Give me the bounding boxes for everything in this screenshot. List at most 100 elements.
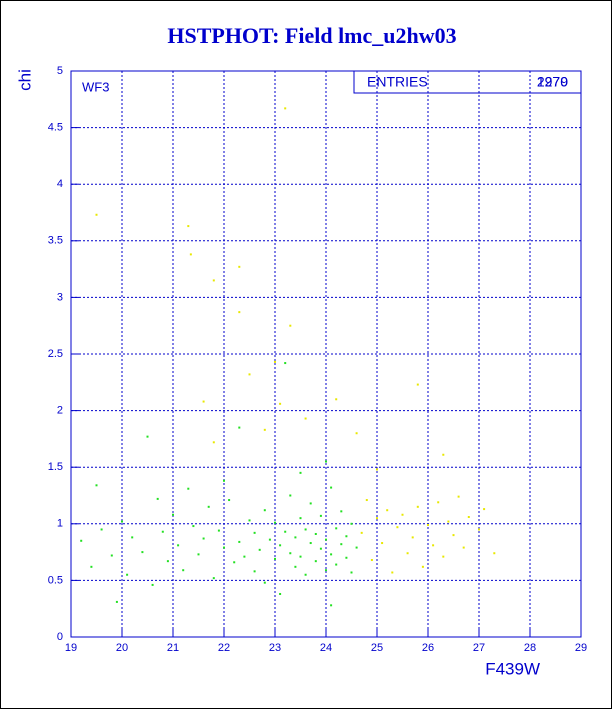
point: [187, 225, 190, 228]
point: [345, 556, 348, 559]
point: [483, 508, 486, 511]
point: [478, 528, 480, 531]
point: [192, 525, 195, 528]
point: [442, 555, 445, 558]
point: [340, 510, 343, 513]
point: [172, 513, 174, 516]
x-tick-label: 24: [320, 642, 332, 654]
point: [202, 400, 205, 403]
point: [279, 402, 282, 405]
point: [223, 479, 225, 482]
point: [370, 559, 373, 562]
point: [95, 484, 98, 487]
point: [299, 555, 302, 558]
x-tick-label: 25: [371, 642, 383, 654]
point: [212, 279, 215, 282]
y-tick-label: 4: [57, 178, 63, 190]
y-tick-label: 1.5: [48, 461, 63, 473]
point: [189, 253, 192, 256]
point: [161, 530, 164, 533]
point: [233, 561, 236, 564]
point: [279, 544, 282, 547]
point: [416, 383, 419, 386]
point: [263, 428, 266, 431]
point: [421, 565, 424, 568]
point: [212, 577, 215, 580]
point: [141, 551, 144, 554]
point: [467, 516, 470, 519]
point: [289, 552, 292, 555]
stats-label: ENTRIES: [367, 74, 428, 90]
point: [299, 517, 302, 520]
point: [126, 573, 129, 576]
x-tick-label: 20: [116, 642, 128, 654]
point: [212, 441, 215, 444]
point: [330, 553, 333, 556]
point: [121, 520, 123, 523]
point: [376, 468, 378, 471]
point: [355, 546, 358, 549]
point: [416, 505, 419, 508]
point: [442, 453, 445, 456]
plot-frame: [70, 70, 582, 638]
plot-area: 0 0.5 1 1.5 2 2.5 3 3.5 4 4.5 5 19 20 21 22 23 24 25 26 27 2…: [48, 65, 587, 654]
point: [115, 600, 118, 603]
point: [182, 569, 185, 572]
point: [325, 538, 327, 541]
y-tick-label: 2.5: [48, 348, 63, 360]
point: [345, 535, 348, 538]
point: [304, 528, 307, 531]
point: [177, 544, 180, 547]
point: [274, 521, 276, 524]
point: [274, 557, 276, 560]
point: [289, 494, 292, 497]
point: [391, 571, 394, 574]
y-tick-label: 3.5: [48, 235, 63, 247]
point: [365, 499, 368, 502]
point: [447, 520, 450, 523]
point: [325, 569, 327, 572]
point: [263, 509, 266, 512]
y-tick-label: 1: [57, 518, 63, 530]
point: [350, 522, 353, 525]
point: [284, 107, 287, 110]
point: [197, 553, 200, 556]
x-axis-label: F439W: [485, 659, 540, 678]
point: [258, 548, 261, 551]
point: [131, 536, 134, 539]
point: [350, 571, 353, 574]
y-tick-label: 5: [57, 65, 63, 77]
point: [110, 554, 113, 557]
point: [396, 526, 399, 529]
point: [314, 532, 317, 535]
point: [406, 552, 409, 555]
point: [309, 542, 312, 545]
point: [263, 581, 266, 584]
panel-label: WF3: [82, 79, 109, 94]
chart-title: HSTPHOT: Field lmc_u2hw03: [167, 23, 456, 48]
point: [253, 570, 256, 573]
point: [355, 432, 358, 435]
point: [319, 547, 322, 550]
point: [90, 565, 93, 568]
point: [304, 573, 307, 576]
point: [401, 513, 404, 516]
point: [432, 544, 435, 547]
x-tick-label: 28: [524, 642, 536, 654]
point: [376, 517, 378, 520]
point: [289, 324, 292, 327]
point: [279, 592, 282, 595]
point: [437, 501, 440, 504]
point: [238, 265, 241, 268]
point: [238, 540, 241, 543]
point: [411, 536, 414, 539]
point: [207, 505, 210, 508]
point: [156, 497, 159, 500]
point: [253, 531, 256, 534]
point: [319, 514, 322, 517]
point: [325, 460, 327, 463]
point: [386, 509, 389, 512]
point: [330, 604, 333, 607]
x-tick-label: 23: [269, 642, 281, 654]
y-tick-label: 2: [57, 405, 63, 417]
